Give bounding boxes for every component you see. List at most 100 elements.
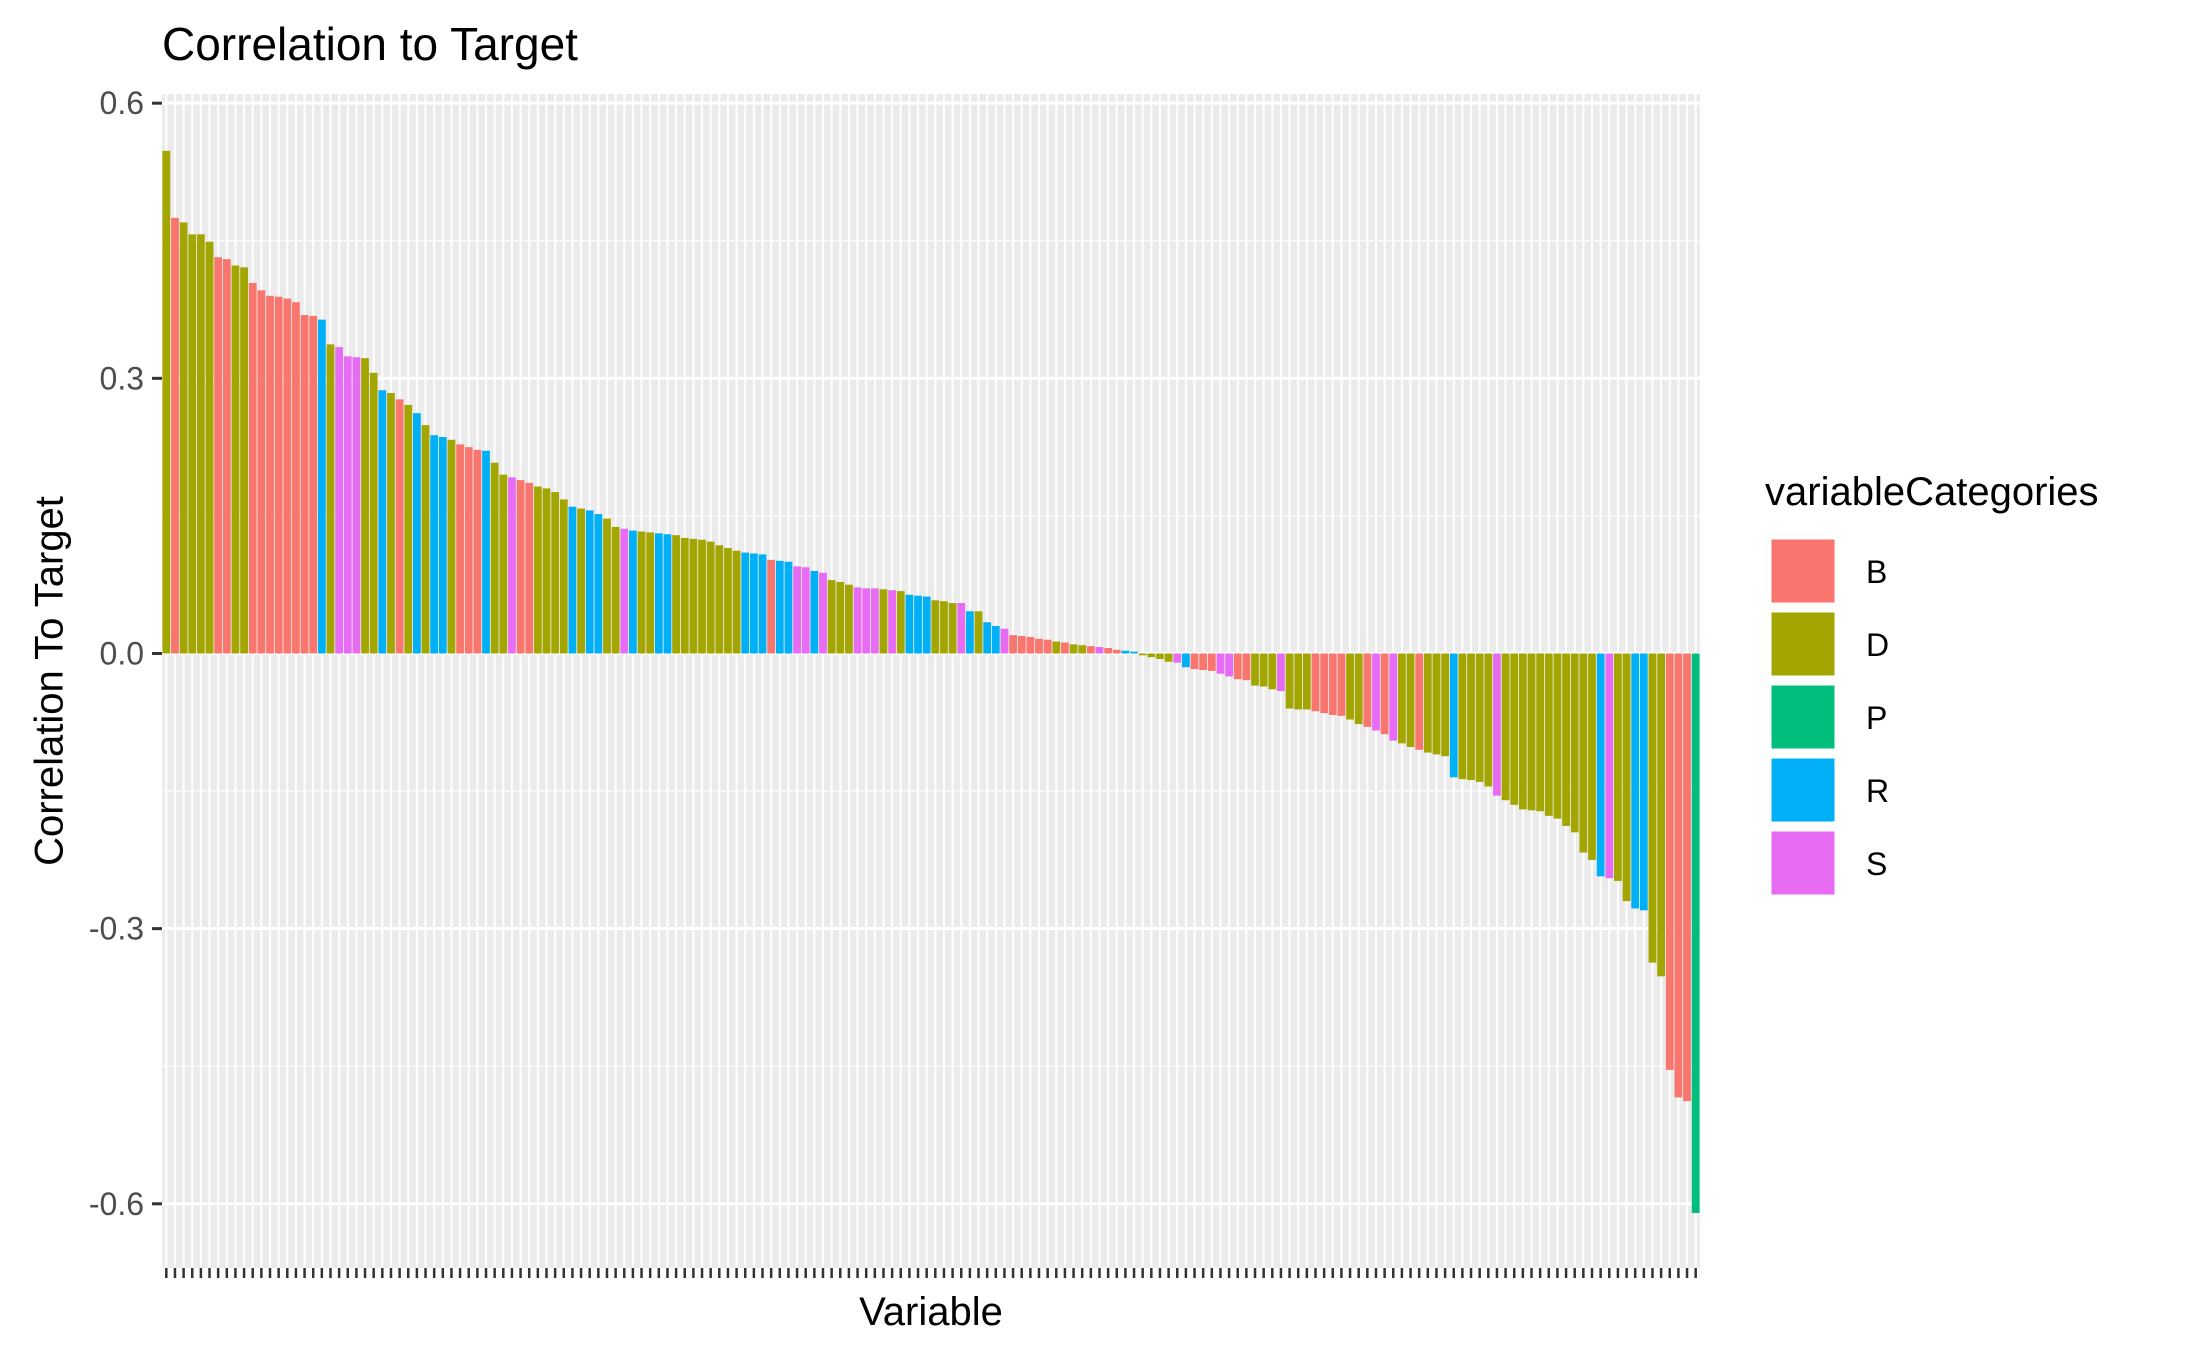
bar bbox=[1683, 653, 1691, 1102]
bar bbox=[499, 474, 508, 654]
bar bbox=[1622, 653, 1631, 902]
bar bbox=[1182, 653, 1190, 668]
bar bbox=[274, 296, 283, 654]
bar bbox=[1130, 651, 1138, 654]
bar bbox=[1078, 645, 1087, 654]
bar bbox=[542, 488, 551, 654]
bar bbox=[395, 399, 404, 654]
bar bbox=[1389, 653, 1398, 741]
legend-key-B bbox=[1768, 536, 1838, 606]
bar bbox=[1069, 644, 1078, 654]
bar bbox=[836, 581, 845, 654]
bar bbox=[1631, 653, 1640, 909]
bar bbox=[1311, 653, 1320, 712]
bar bbox=[171, 217, 179, 654]
bar bbox=[1302, 653, 1311, 710]
bars bbox=[162, 150, 1700, 1213]
bar bbox=[1380, 653, 1389, 735]
bar bbox=[1199, 653, 1208, 670]
bar bbox=[1570, 653, 1579, 833]
bar bbox=[1035, 638, 1043, 654]
bar bbox=[456, 444, 464, 654]
bar bbox=[862, 588, 871, 654]
bar bbox=[568, 506, 577, 654]
bar bbox=[914, 595, 922, 654]
bar bbox=[1449, 653, 1458, 778]
bar bbox=[724, 548, 732, 654]
bar bbox=[853, 587, 862, 654]
bar bbox=[758, 554, 767, 654]
y-tick-label: 0.3 bbox=[100, 360, 144, 396]
bar bbox=[1121, 650, 1130, 654]
bar bbox=[594, 514, 603, 654]
bar bbox=[1156, 653, 1164, 659]
bar bbox=[983, 622, 992, 654]
bar bbox=[931, 600, 940, 654]
legend-label-S: S bbox=[1866, 846, 1887, 882]
legend-title: variableCategories bbox=[1765, 470, 2099, 514]
bar bbox=[292, 302, 300, 654]
y-tick-label: -0.3 bbox=[89, 911, 144, 947]
bar bbox=[793, 566, 801, 654]
x-axis-ticks bbox=[165, 1268, 1697, 1278]
bar bbox=[447, 439, 456, 654]
bar bbox=[222, 259, 231, 654]
bar bbox=[1527, 653, 1536, 811]
bar bbox=[1691, 653, 1700, 1213]
bar bbox=[965, 611, 974, 654]
bar bbox=[317, 319, 326, 654]
bar bbox=[1216, 653, 1225, 674]
bar bbox=[1657, 653, 1666, 977]
bar bbox=[421, 425, 430, 654]
x-axis-title: Variable bbox=[859, 1290, 1003, 1334]
bar bbox=[1605, 653, 1614, 879]
bar bbox=[1363, 653, 1372, 727]
bar bbox=[1588, 653, 1596, 860]
bar bbox=[231, 265, 240, 654]
bar bbox=[1251, 653, 1259, 686]
bar bbox=[257, 290, 266, 654]
bar bbox=[827, 580, 836, 654]
bar bbox=[698, 539, 706, 654]
bar bbox=[1294, 653, 1303, 710]
bar bbox=[741, 552, 750, 654]
bar bbox=[1268, 653, 1277, 690]
bar bbox=[1372, 653, 1380, 731]
bar bbox=[775, 560, 784, 654]
bar bbox=[1173, 653, 1182, 663]
bar bbox=[1009, 635, 1017, 654]
bar bbox=[404, 404, 413, 654]
bar bbox=[464, 447, 473, 654]
bar bbox=[335, 347, 344, 654]
bar bbox=[188, 234, 197, 654]
bar bbox=[879, 589, 888, 654]
bar bbox=[559, 499, 568, 654]
bar bbox=[413, 413, 421, 654]
bar bbox=[905, 594, 914, 654]
bar bbox=[1484, 653, 1493, 787]
bar bbox=[1475, 653, 1484, 782]
bar bbox=[1406, 653, 1415, 748]
bar bbox=[1026, 636, 1035, 654]
legend: variableCategories B D P R S bbox=[1765, 470, 2099, 898]
bar bbox=[1423, 653, 1432, 753]
bar bbox=[1579, 653, 1588, 853]
bar bbox=[266, 295, 274, 654]
bar bbox=[1518, 653, 1527, 810]
bar bbox=[1354, 653, 1363, 725]
bar bbox=[603, 518, 611, 654]
bar bbox=[1242, 653, 1251, 681]
bar bbox=[205, 241, 214, 654]
legend-label-R: R bbox=[1866, 773, 1889, 809]
bar bbox=[1562, 653, 1570, 826]
bar bbox=[680, 537, 689, 654]
bar bbox=[300, 315, 309, 654]
bar bbox=[525, 482, 534, 654]
bar bbox=[1639, 653, 1648, 911]
legend-key-S bbox=[1768, 828, 1838, 898]
bar bbox=[1285, 653, 1294, 709]
bar bbox=[1190, 653, 1199, 670]
bar bbox=[1553, 653, 1562, 819]
bar bbox=[361, 358, 369, 654]
